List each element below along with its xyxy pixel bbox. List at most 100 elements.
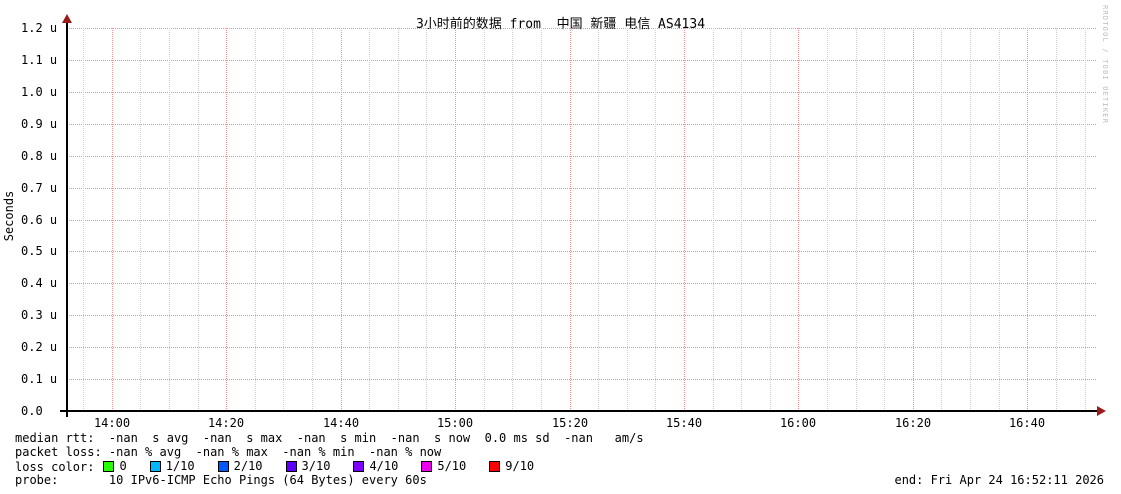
y-gridline bbox=[67, 347, 1097, 348]
x-tick-label: 16:00 bbox=[779, 416, 817, 430]
loss-color-item: 9/10 bbox=[489, 459, 534, 473]
x-gridline-minor bbox=[1056, 28, 1057, 411]
loss-color-swatch bbox=[353, 460, 365, 472]
y-axis-arrow-icon bbox=[62, 14, 72, 23]
y-axis-title: Seconds bbox=[2, 190, 16, 242]
y-tick-label: 0.4 u bbox=[21, 276, 58, 291]
x-tick-label: 15:00 bbox=[436, 416, 474, 430]
loss-color-item: 1/10 bbox=[149, 459, 195, 473]
x-gridline-major bbox=[455, 28, 456, 411]
y-gridline bbox=[67, 92, 1097, 93]
loss-color-value: 2/10 bbox=[233, 459, 263, 473]
legend-probe: probe: 10 IPv6-ICMP Echo Pings (64 Bytes… bbox=[15, 473, 427, 487]
y-tick-label: 0.1 u bbox=[21, 372, 58, 387]
y-tick-label: 0.8 u bbox=[21, 148, 58, 163]
x-axis-arrow-icon bbox=[1097, 406, 1106, 416]
loss-color-swatch bbox=[421, 460, 433, 472]
x-gridline-minor bbox=[741, 28, 742, 411]
y-tick-label: 0.0 bbox=[21, 404, 43, 418]
x-gridline-minor bbox=[484, 28, 485, 411]
x-gridline-minor bbox=[627, 28, 628, 411]
x-gridline-major bbox=[112, 28, 113, 411]
y-gridline bbox=[67, 315, 1097, 316]
x-gridline-minor bbox=[713, 28, 714, 411]
x-gridline-minor bbox=[283, 28, 284, 411]
x-gridline-major bbox=[226, 28, 227, 411]
y-gridline bbox=[67, 156, 1097, 157]
loss-color-item: 4/10 bbox=[353, 459, 398, 473]
y-tick-label: 0.3 u bbox=[21, 308, 58, 323]
y-tick-label: 0.9 u bbox=[21, 116, 58, 131]
x-gridline-minor bbox=[655, 28, 656, 411]
x-gridline-minor bbox=[426, 28, 427, 411]
x-tick-label: 15:20 bbox=[551, 416, 589, 430]
loss-color-item: 3/10 bbox=[285, 459, 331, 473]
x-gridline-minor bbox=[312, 28, 313, 411]
x-gridline-minor bbox=[198, 28, 199, 411]
legend-median-rtt: median rtt: -nan s avg -nan s max -nan s… bbox=[15, 431, 644, 445]
y-gridline bbox=[67, 379, 1097, 380]
x-gridline-minor bbox=[140, 28, 141, 411]
loss-color-value: 0 bbox=[119, 459, 127, 473]
legend-packet-loss: packet loss: -nan % avg -nan % max -nan … bbox=[15, 445, 442, 459]
x-gridline-major bbox=[1027, 28, 1028, 411]
x-axis-line bbox=[60, 410, 1098, 412]
x-tick-label: 14:00 bbox=[93, 416, 131, 430]
x-gridline-major bbox=[341, 28, 342, 411]
y-gridline bbox=[67, 188, 1097, 189]
x-gridline-major bbox=[684, 28, 685, 411]
x-tick-label: 14:20 bbox=[207, 416, 245, 430]
y-gridline bbox=[67, 28, 1097, 29]
loss-color-item: 5/10 bbox=[421, 459, 466, 473]
loss-color-swatch bbox=[489, 460, 501, 472]
y-gridline bbox=[67, 220, 1097, 221]
x-gridline-minor bbox=[169, 28, 170, 411]
x-gridline-minor bbox=[541, 28, 542, 411]
y-gridline bbox=[67, 124, 1097, 125]
y-gridline bbox=[67, 60, 1097, 61]
y-tick-label: 0.7 u bbox=[21, 180, 58, 195]
y-tick-label: 1.2 u bbox=[21, 21, 58, 35]
x-gridline-minor bbox=[398, 28, 399, 411]
loss-color-value: 5/10 bbox=[437, 459, 467, 473]
loss-color-swatch bbox=[285, 460, 297, 472]
legend-loss-color-row: loss color: 0 1/10 2/10 3/10 4/10 5/10 9/10 bbox=[15, 459, 534, 475]
loss-color-swatch bbox=[103, 460, 115, 472]
loss-color-item: 2/10 bbox=[217, 459, 263, 473]
y-tick-label: 0.6 u bbox=[21, 212, 58, 227]
rrdtool-watermark: RRDTOOL / TOBI OETIKER bbox=[1101, 5, 1109, 125]
y-tick-label: 1.0 u bbox=[21, 84, 58, 99]
x-gridline-minor bbox=[598, 28, 599, 411]
x-gridline-major bbox=[570, 28, 571, 411]
loss-color-value: 3/10 bbox=[301, 459, 331, 473]
legend-loss-color-label: loss color: bbox=[15, 459, 95, 474]
x-gridline-minor bbox=[83, 28, 84, 411]
x-gridline-minor bbox=[369, 28, 370, 411]
plot-area bbox=[67, 28, 1097, 411]
loss-color-value: 9/10 bbox=[505, 459, 535, 473]
legend-end-time: end: Fri Apr 24 16:52:11 2026 bbox=[894, 473, 1104, 487]
y-gridline bbox=[67, 283, 1097, 284]
loss-color-item: 0 bbox=[103, 459, 127, 473]
x-gridline-minor bbox=[856, 28, 857, 411]
loss-color-swatch bbox=[217, 460, 229, 472]
x-tick-label: 16:20 bbox=[894, 416, 932, 430]
x-gridline-minor bbox=[941, 28, 942, 411]
y-tick-label: 1.1 u bbox=[21, 52, 58, 67]
loss-color-groups: 0 1/10 2/10 3/10 4/10 5/10 9/10 bbox=[94, 459, 534, 475]
x-tick-label: 16:40 bbox=[1008, 416, 1046, 430]
x-tick-label: 15:40 bbox=[665, 416, 703, 430]
y-tick-label: 0.5 u bbox=[21, 244, 58, 259]
x-gridline-minor bbox=[970, 28, 971, 411]
x-gridline-minor bbox=[827, 28, 828, 411]
x-gridline-minor bbox=[770, 28, 771, 411]
y-axis-line bbox=[66, 20, 68, 417]
x-gridline-minor bbox=[512, 28, 513, 411]
x-gridline-minor bbox=[255, 28, 256, 411]
x-gridline-minor bbox=[999, 28, 1000, 411]
x-gridline-major bbox=[798, 28, 799, 411]
loss-color-swatch bbox=[149, 460, 161, 472]
y-gridline bbox=[67, 251, 1097, 252]
loss-color-value: 4/10 bbox=[369, 459, 399, 473]
